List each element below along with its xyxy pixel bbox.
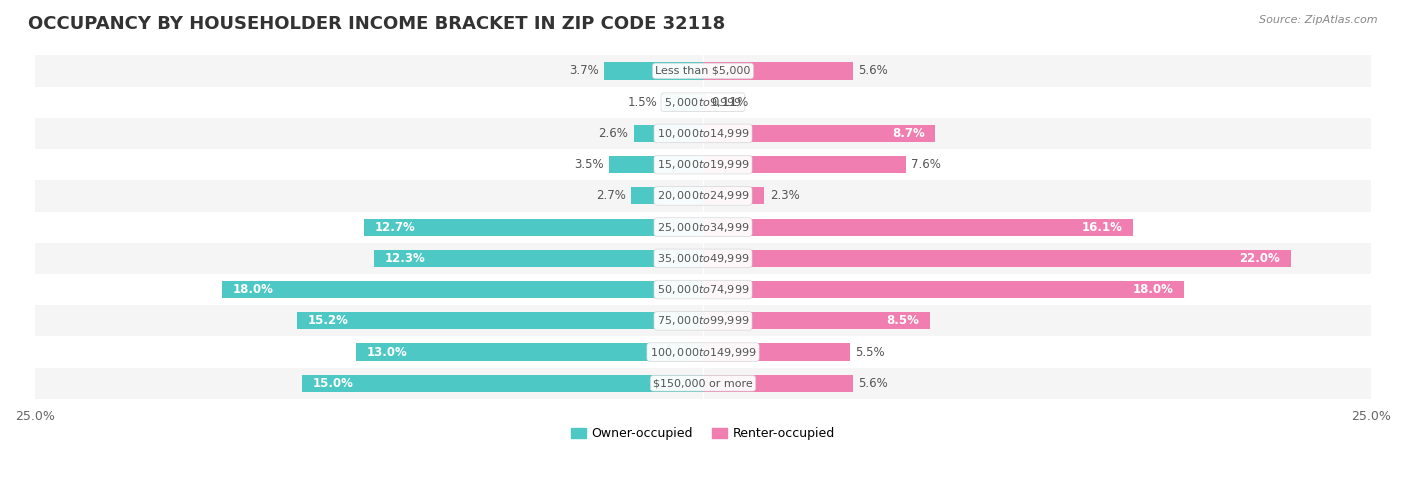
Text: 3.5%: 3.5% — [575, 158, 605, 171]
Text: 18.0%: 18.0% — [232, 283, 274, 296]
Text: OCCUPANCY BY HOUSEHOLDER INCOME BRACKET IN ZIP CODE 32118: OCCUPANCY BY HOUSEHOLDER INCOME BRACKET … — [28, 15, 725, 33]
Bar — [703, 125, 935, 142]
Bar — [302, 375, 703, 392]
Bar — [703, 187, 765, 205]
Bar — [703, 281, 1184, 298]
Bar — [605, 62, 703, 79]
Bar — [297, 312, 703, 329]
Text: 8.5%: 8.5% — [887, 314, 920, 327]
Text: 15.0%: 15.0% — [314, 377, 354, 390]
Text: 22.0%: 22.0% — [1240, 252, 1281, 265]
Bar — [35, 56, 1371, 87]
Bar — [374, 250, 703, 267]
Text: 7.6%: 7.6% — [911, 158, 941, 171]
Bar — [35, 180, 1371, 211]
Bar — [634, 125, 703, 142]
Text: $35,000 to $49,999: $35,000 to $49,999 — [657, 252, 749, 265]
Bar — [609, 156, 703, 173]
Legend: Owner-occupied, Renter-occupied: Owner-occupied, Renter-occupied — [565, 422, 841, 445]
Bar — [222, 281, 703, 298]
Bar — [703, 343, 851, 361]
Text: 5.5%: 5.5% — [855, 346, 884, 358]
Text: $50,000 to $74,999: $50,000 to $74,999 — [657, 283, 749, 296]
Bar — [703, 219, 1133, 236]
Text: $75,000 to $99,999: $75,000 to $99,999 — [657, 314, 749, 327]
Text: $100,000 to $149,999: $100,000 to $149,999 — [650, 346, 756, 358]
Bar — [35, 149, 1371, 180]
Bar — [35, 118, 1371, 149]
Bar — [703, 312, 931, 329]
Text: 18.0%: 18.0% — [1132, 283, 1174, 296]
Text: 1.5%: 1.5% — [628, 95, 658, 109]
Bar — [35, 87, 1371, 118]
Text: 8.7%: 8.7% — [891, 127, 925, 140]
Text: Less than $5,000: Less than $5,000 — [655, 66, 751, 76]
Text: 15.2%: 15.2% — [308, 314, 349, 327]
Bar — [35, 211, 1371, 243]
Text: 5.6%: 5.6% — [858, 377, 887, 390]
Text: $15,000 to $19,999: $15,000 to $19,999 — [657, 158, 749, 171]
Text: 2.7%: 2.7% — [596, 189, 626, 203]
Text: $20,000 to $24,999: $20,000 to $24,999 — [657, 189, 749, 203]
Bar — [35, 243, 1371, 274]
Text: 12.3%: 12.3% — [385, 252, 426, 265]
Text: $25,000 to $34,999: $25,000 to $34,999 — [657, 221, 749, 234]
Text: Source: ZipAtlas.com: Source: ZipAtlas.com — [1260, 15, 1378, 25]
Bar — [662, 94, 703, 111]
Bar — [35, 274, 1371, 305]
Text: 12.7%: 12.7% — [374, 221, 415, 234]
Bar — [35, 305, 1371, 337]
Bar — [703, 156, 905, 173]
Text: 16.1%: 16.1% — [1081, 221, 1122, 234]
Text: 13.0%: 13.0% — [367, 346, 408, 358]
Bar — [631, 187, 703, 205]
Text: $150,000 or more: $150,000 or more — [654, 378, 752, 388]
Text: $10,000 to $14,999: $10,000 to $14,999 — [657, 127, 749, 140]
Text: $5,000 to $9,999: $5,000 to $9,999 — [664, 95, 742, 109]
Bar — [356, 343, 703, 361]
Bar — [703, 62, 852, 79]
Text: 5.6%: 5.6% — [858, 64, 887, 77]
Bar — [703, 250, 1291, 267]
Text: 3.7%: 3.7% — [569, 64, 599, 77]
Text: 0.11%: 0.11% — [711, 95, 748, 109]
Bar — [364, 219, 703, 236]
Text: 2.6%: 2.6% — [599, 127, 628, 140]
Bar — [703, 375, 852, 392]
Bar — [703, 94, 706, 111]
Bar — [35, 337, 1371, 368]
Text: 2.3%: 2.3% — [770, 189, 800, 203]
Bar — [35, 368, 1371, 399]
